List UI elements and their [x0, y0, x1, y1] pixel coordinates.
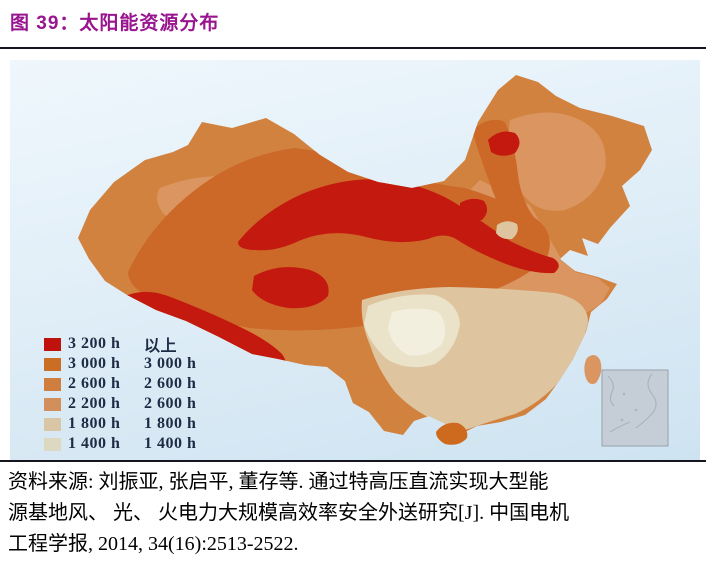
island-hainan — [436, 422, 468, 445]
legend-label: 以上 — [144, 338, 178, 355]
solar-map: 3 200 h 以上 3 000 h 3 000 h 2 600 h 2 600… — [10, 60, 700, 460]
legend-swatch — [44, 337, 61, 351]
legend-label: 3 000 h — [68, 355, 121, 372]
legend-row: 1 400 h 1 400 h — [44, 434, 196, 454]
legend-label: 1 800 h — [68, 415, 121, 432]
legend-row: 3 000 h 3 000 h — [44, 354, 196, 374]
legend-label: 2 200 h — [68, 395, 121, 412]
legend-row: 1 800 h 1 800 h — [44, 414, 196, 434]
source-line: 资料来源: 刘振亚, 张启平, 董存等. 通过特高压直流实现大型能 — [8, 471, 549, 493]
legend-swatch — [44, 357, 61, 371]
map-legend: 3 200 h 以上 3 000 h 3 000 h 2 600 h 2 600… — [44, 334, 196, 454]
legend-label: 3 200 h — [68, 335, 121, 352]
inset-island-dot — [634, 408, 638, 412]
figure-title: 图 39：太阳能资源分布 — [10, 13, 220, 34]
region-red-gansu-patch — [252, 267, 329, 309]
region-north-dark-orange-band — [128, 148, 550, 331]
region-northeast-dark-orange-strip — [472, 119, 546, 247]
legend-label: 3 000 h — [144, 355, 197, 372]
legend-label: 1 800 h — [144, 415, 197, 432]
legend-label: 1 400 h — [144, 435, 197, 452]
region-sichuan-basin-inner — [388, 308, 446, 356]
inset-island-dot — [620, 418, 624, 422]
region-red-northeast-patch-1 — [488, 131, 520, 156]
bottom-divider — [0, 460, 706, 462]
legend-swatch — [44, 417, 61, 431]
legend-row: 3 200 h 以上 — [44, 334, 196, 355]
source-line: 源基地风、 光、 火电力大规模高效率安全外送研究[J]. 中国电机 — [8, 502, 570, 524]
top-divider — [0, 47, 706, 49]
legend-row: 2 200 h 2 600 h — [44, 394, 196, 414]
inset-coastline — [607, 373, 657, 433]
china-map-svg — [78, 75, 669, 447]
legend-label: 2 600 h — [144, 395, 197, 412]
region-northeast-plain-light — [508, 112, 606, 211]
legend-label: 1 400 h — [68, 435, 121, 452]
region-north-china-tan-patch — [496, 221, 518, 240]
legend-label: 2 600 h — [68, 375, 121, 392]
legend-swatch — [44, 437, 61, 451]
legend-swatch — [44, 377, 61, 391]
source-line: 工程学报, 2014, 34(16):2513-2522. — [8, 533, 299, 555]
region-red-inner-mongolia-band — [238, 179, 559, 274]
legend-swatch — [44, 397, 61, 411]
region-red-northeast-patch-2 — [460, 198, 488, 221]
legend-row: 2 600 h 2 600 h — [44, 374, 196, 394]
source-citation: 资料来源: 刘振亚, 张启平, 董存等. 通过特高压直流实现大型能 源基地风、 … — [8, 467, 702, 560]
inset-island-dot — [622, 392, 626, 396]
legend-label: 2 600 h — [144, 375, 197, 392]
island-taiwan — [584, 354, 602, 384]
south-china-sea-inset — [601, 369, 669, 447]
